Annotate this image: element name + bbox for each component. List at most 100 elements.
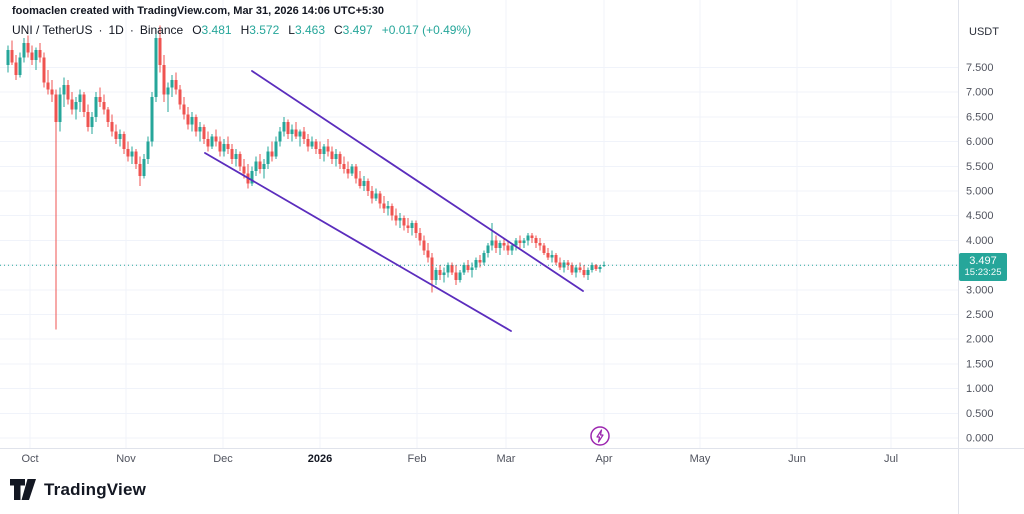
candle-down <box>338 153 342 164</box>
candle-down <box>114 131 118 140</box>
candle-up <box>18 57 22 75</box>
candle-down <box>578 267 582 271</box>
candle-up <box>154 37 158 98</box>
candle-up <box>490 240 494 246</box>
candle-up <box>74 102 78 110</box>
candle-down <box>450 265 454 273</box>
candle-up <box>474 260 478 268</box>
candle-down <box>534 237 538 243</box>
candle-down <box>214 136 218 142</box>
candle-down <box>126 149 130 157</box>
candle-up <box>522 240 526 243</box>
ohlc-high: H3.572 <box>240 23 280 37</box>
candle-down <box>286 121 290 135</box>
candle-down <box>14 62 18 75</box>
candle-down <box>554 255 558 263</box>
candle-wick <box>167 82 169 112</box>
candle-down <box>538 242 542 246</box>
candle-down <box>226 144 230 150</box>
candle-down <box>570 265 574 273</box>
candle-up <box>334 153 338 159</box>
candle-down <box>202 126 206 140</box>
legend-separator: · <box>129 23 134 37</box>
candle-up <box>282 121 286 132</box>
time-axis-label: Dec <box>213 453 233 465</box>
candle-down <box>26 42 30 53</box>
candle-up <box>266 151 270 164</box>
trendline[interactable] <box>204 152 512 332</box>
candle-down <box>330 151 334 159</box>
bar-countdown: 15:23:25 <box>964 267 1002 278</box>
candle-down <box>430 257 434 280</box>
candle-up <box>190 116 194 125</box>
candle-up <box>514 240 518 246</box>
candle-up <box>234 153 238 159</box>
candle-down <box>438 270 442 275</box>
candle-up <box>458 272 462 280</box>
symbol-title[interactable]: UNI / TetherUS <box>12 23 93 37</box>
candle-down <box>342 163 346 169</box>
candle-up <box>222 144 226 152</box>
candle-wick <box>55 89 57 330</box>
time-axis-label: Mar <box>497 453 516 465</box>
candle-down <box>454 272 458 280</box>
candle-down <box>506 245 510 251</box>
candle-down <box>30 52 34 61</box>
candle-down <box>294 129 298 137</box>
time-axis[interactable]: Oct Nov Dec 2026 Feb Mar Apr May Jun Jul <box>21 453 898 465</box>
last-price-tag[interactable]: 3.497 15:23:25 <box>959 253 1007 281</box>
candle-down <box>326 146 330 152</box>
candle-down <box>314 141 318 150</box>
ohlc-close: C3.497 <box>334 23 373 37</box>
candle-up <box>410 223 414 229</box>
candle-up <box>462 265 466 273</box>
interval-label[interactable]: 1D <box>108 23 124 37</box>
candle-down <box>370 191 374 199</box>
candle-down <box>206 139 210 147</box>
candle-up <box>90 116 94 127</box>
ohlc-low: L3.463 <box>288 23 325 37</box>
candle-down <box>402 218 406 226</box>
candle-up <box>550 255 554 258</box>
candle-down <box>406 225 410 229</box>
candle-up <box>22 42 26 58</box>
price-tick-label: 2.000 <box>966 334 994 346</box>
price-tick-label: 5.500 <box>966 161 994 173</box>
candle-up <box>210 136 214 147</box>
candle-up <box>482 252 486 263</box>
candle-down <box>270 151 274 157</box>
trendline[interactable] <box>251 70 584 292</box>
candle-down <box>238 153 242 167</box>
exchange-label: Binance <box>139 23 184 37</box>
candle-down <box>366 181 370 191</box>
price-tick-label: 1.000 <box>966 383 994 395</box>
lightning-marker[interactable] <box>590 426 610 446</box>
attribution-text: foomaclen created with TradingView.com, … <box>12 5 385 17</box>
candle-down <box>414 223 418 233</box>
candle-down <box>98 97 102 103</box>
price-tick-label: 7.000 <box>966 87 994 99</box>
tradingview-logo[interactable]: TradingView <box>10 478 146 501</box>
candle-down <box>390 205 394 216</box>
candle-down <box>178 89 182 105</box>
price-axis[interactable]: 7.500 7.000 6.500 6.000 5.500 5.000 4.500 4.000… <box>966 62 994 445</box>
candle-down <box>70 99 74 110</box>
candle-wick <box>491 223 493 251</box>
lightning-icon <box>596 429 604 443</box>
candles <box>6 25 606 330</box>
ohlc-open: O3.481 <box>192 23 232 37</box>
candle-down <box>134 151 138 164</box>
price-tick-label: 0.000 <box>966 433 994 445</box>
candle-down <box>182 104 186 115</box>
candle-down <box>566 262 570 266</box>
time-axis-label: May <box>690 453 711 465</box>
candle-up <box>62 84 66 95</box>
candle-down <box>54 94 58 122</box>
candle-down <box>582 270 586 275</box>
candle-up <box>170 79 174 88</box>
chart-legend: UNI / TetherUS · 1D · Binance O3.481 H3.… <box>12 23 471 37</box>
candle-down <box>110 121 114 132</box>
candle-up <box>574 267 578 273</box>
